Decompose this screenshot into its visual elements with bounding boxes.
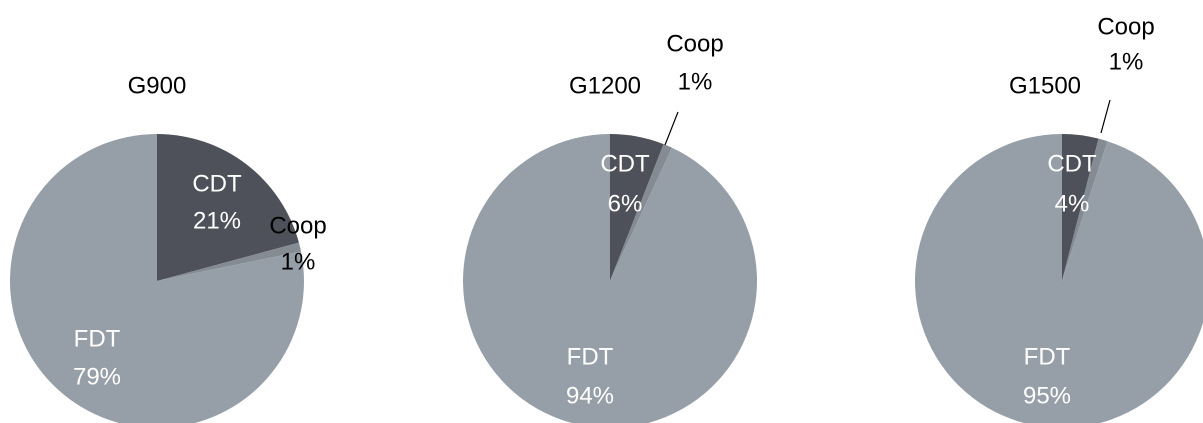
- chart-title: G1500: [1009, 72, 1081, 99]
- leader-line: [1100, 99, 1111, 134]
- pie-slice: [1062, 138, 1108, 281]
- slice-value: 1%: [1109, 48, 1144, 75]
- slice-label: Coop: [269, 212, 326, 239]
- slice-label: FDT: [1024, 343, 1071, 370]
- leader-line: [664, 111, 679, 146]
- slice-value: 1%: [281, 248, 316, 275]
- pie-slice: [915, 134, 1203, 423]
- pie-slice: [610, 144, 673, 281]
- slice-value: 94%: [566, 382, 614, 409]
- slice-value: 79%: [73, 363, 121, 390]
- pie-slice: [610, 134, 664, 281]
- chart-title: G1200: [569, 72, 641, 99]
- pie-slice: [463, 134, 757, 423]
- slice-label: FDT: [567, 343, 614, 370]
- slice-label: CDT: [600, 150, 650, 177]
- pie-slice: [1062, 134, 1099, 281]
- pie-slice: [10, 134, 304, 423]
- slice-value: 95%: [1023, 382, 1071, 409]
- slice-value: 1%: [678, 68, 713, 95]
- slice-label: CDT: [1047, 150, 1097, 177]
- slice-label: CDT: [192, 170, 242, 197]
- chart-title: G900: [128, 72, 187, 99]
- slice-value: 4%: [1055, 190, 1090, 217]
- slice-label: FDT: [74, 325, 121, 352]
- slice-value: 21%: [193, 207, 241, 234]
- slice-value: 6%: [608, 190, 643, 217]
- pie-slice: [157, 242, 302, 281]
- slice-label: Coop: [666, 30, 723, 57]
- pie-slice: [157, 134, 299, 281]
- slice-label: Coop: [1097, 13, 1154, 40]
